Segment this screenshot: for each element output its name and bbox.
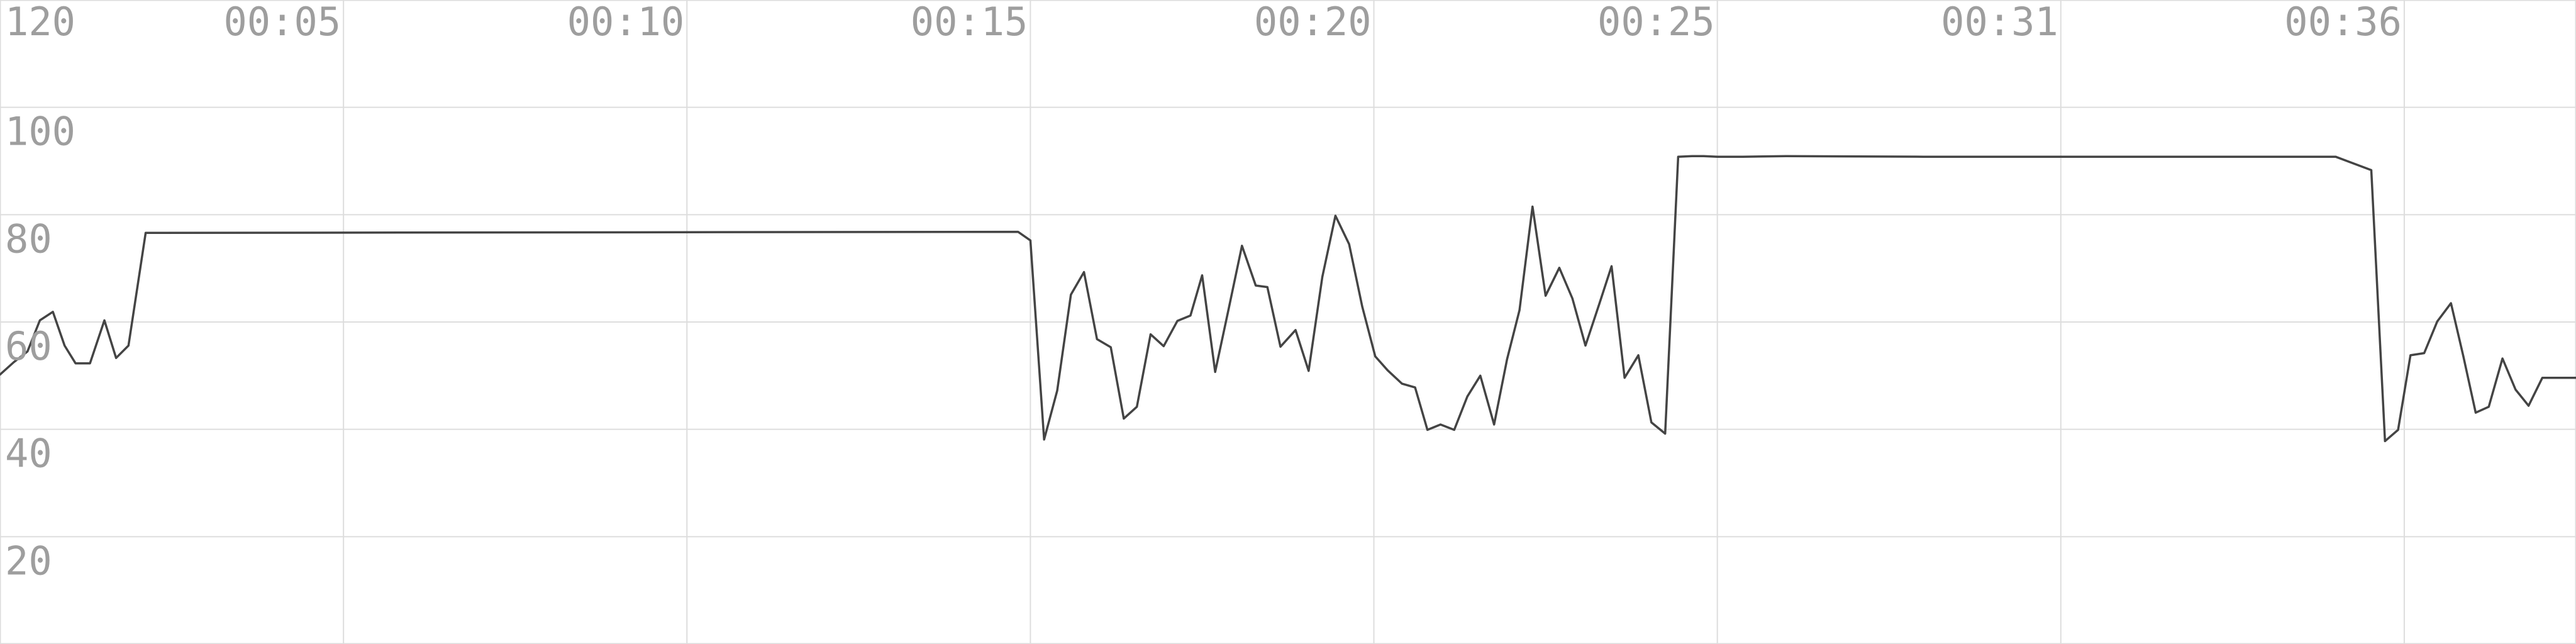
horizontal-gridlines: [0, 106, 2576, 538]
y-tick-label: 120: [5, 0, 75, 45]
x-axis-tick-labels: 00:05 00:10 00:15 00:20 00:25 00:31 00:36: [223, 0, 2401, 45]
x-tick-label: 00:36: [2284, 0, 2402, 45]
x-tick-label: 00:31: [1941, 0, 2058, 45]
vertical-gridlines: [343, 0, 2405, 644]
x-tick-label: 00:05: [223, 0, 341, 45]
series-line: [0, 155, 2576, 443]
x-tick-label: 00:15: [911, 0, 1028, 45]
x-tick-label: 00:20: [1254, 0, 1372, 45]
x-tick-label: 00:25: [1597, 0, 1715, 45]
x-tick-label: 00:10: [567, 0, 685, 45]
y-tick-label: 100: [5, 109, 75, 155]
y-tick-label: 40: [5, 431, 52, 477]
y-tick-label: 60: [5, 323, 52, 369]
y-tick-label: 20: [5, 538, 52, 584]
series-layer: [0, 155, 2576, 443]
y-tick-label: 80: [5, 216, 52, 262]
y-axis-tick-labels: 120 100 80 60 40 20: [5, 0, 75, 584]
